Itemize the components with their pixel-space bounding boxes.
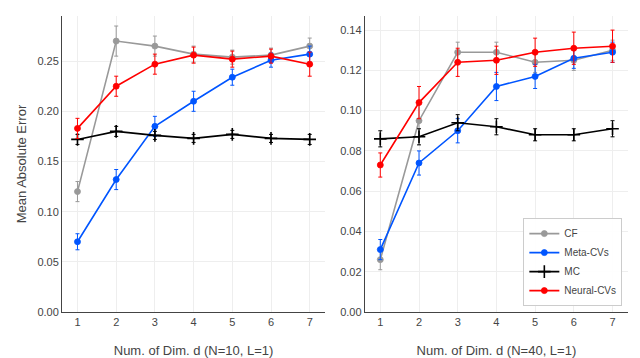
svg-text:0.14: 0.14 xyxy=(340,24,361,36)
svg-text:Num. of Dim. d (N=40, L=1): Num. of Dim. d (N=40, L=1) xyxy=(417,343,577,358)
svg-text:5: 5 xyxy=(532,316,538,328)
svg-text:2: 2 xyxy=(416,316,422,328)
svg-text:3: 3 xyxy=(455,316,461,328)
svg-text:0.12: 0.12 xyxy=(340,64,361,76)
svg-text:4: 4 xyxy=(493,316,499,328)
svg-text:3: 3 xyxy=(152,316,158,328)
svg-text:0.20: 0.20 xyxy=(37,105,58,117)
svg-text:4: 4 xyxy=(191,316,197,328)
svg-text:0.02: 0.02 xyxy=(340,266,361,278)
svg-text:1: 1 xyxy=(377,316,383,328)
svg-text:5: 5 xyxy=(229,316,235,328)
svg-text:0.00: 0.00 xyxy=(340,306,361,318)
svg-text:Neural-CVs: Neural-CVs xyxy=(564,285,616,296)
svg-text:0.15: 0.15 xyxy=(37,155,58,167)
svg-text:6: 6 xyxy=(571,316,577,328)
svg-text:0.05: 0.05 xyxy=(37,256,58,268)
svg-text:1: 1 xyxy=(74,316,80,328)
svg-text:0.10: 0.10 xyxy=(37,206,58,218)
svg-text:CF: CF xyxy=(564,228,577,239)
svg-text:0.00: 0.00 xyxy=(37,306,58,318)
svg-text:0.06: 0.06 xyxy=(340,185,361,197)
svg-text:2: 2 xyxy=(113,316,119,328)
svg-text:6: 6 xyxy=(268,316,274,328)
svg-text:0.04: 0.04 xyxy=(340,225,361,237)
svg-text:7: 7 xyxy=(307,316,313,328)
svg-text:0.08: 0.08 xyxy=(340,145,361,157)
svg-text:Num. of Dim. d (N=10, L=1): Num. of Dim. d (N=10, L=1) xyxy=(114,343,274,358)
svg-text:Mean Absolute Error: Mean Absolute Error xyxy=(14,104,29,223)
svg-text:MC: MC xyxy=(564,266,580,277)
svg-text:Meta-CVs: Meta-CVs xyxy=(564,247,608,258)
svg-text:0.10: 0.10 xyxy=(340,104,361,116)
svg-text:0.25: 0.25 xyxy=(37,55,58,67)
svg-text:7: 7 xyxy=(609,316,615,328)
